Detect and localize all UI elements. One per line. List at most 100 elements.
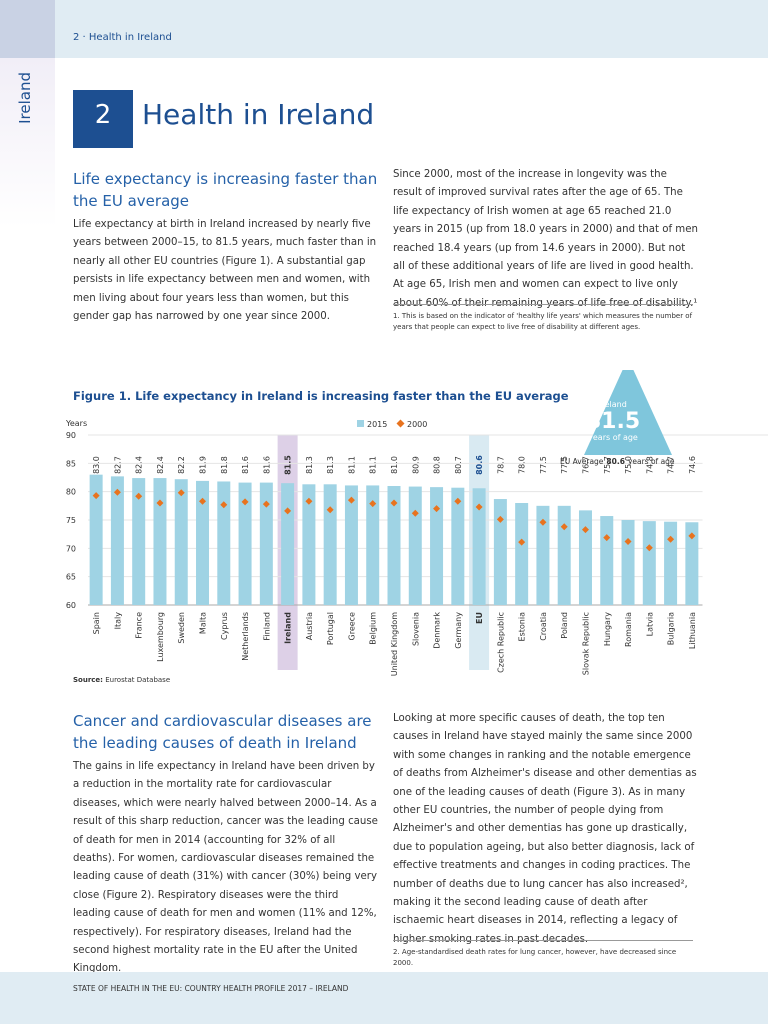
x-tick-label: France <box>135 612 144 639</box>
header-band <box>0 0 768 58</box>
bar <box>536 505 550 605</box>
x-tick-label: Portugal <box>326 612 335 645</box>
x-tick-label: Malta <box>199 612 208 634</box>
x-tick-label: Netherlands <box>241 612 250 661</box>
x-tick-label: Austria <box>305 612 314 640</box>
x-tick-label: Germany <box>454 612 463 649</box>
eu-average-unit: years of age <box>628 457 675 466</box>
chart: Figure 1. Life expectancy in Ireland is … <box>65 370 768 676</box>
bar <box>664 521 678 605</box>
value-label: 74.8 <box>645 456 654 474</box>
x-tick-label: Lithuania <box>688 612 697 649</box>
bar <box>493 499 507 605</box>
x-tick-label: Cyprus <box>220 612 229 640</box>
y-tick-label: 65 <box>66 573 76 582</box>
callout-label: Ireland <box>599 400 627 409</box>
x-tick-label: Slovak Republic <box>581 612 590 675</box>
diamond-marker <box>624 538 632 546</box>
diamond-marker <box>92 492 100 500</box>
value-label: 82.7 <box>113 456 122 474</box>
diamond-marker <box>241 498 249 506</box>
value-label: 78.7 <box>496 456 505 474</box>
diamond-marker <box>177 489 185 497</box>
chapter-title: Health in Ireland <box>142 98 375 131</box>
diamond-marker <box>369 500 377 508</box>
x-tick-label: Poland <box>560 612 569 639</box>
x-tick-label: Bulgaria <box>667 612 676 645</box>
value-label: 82.4 <box>135 456 144 474</box>
value-label: 77.5 <box>560 456 569 474</box>
footnote: 1. This is based on the indicator of 'he… <box>393 312 693 331</box>
header-section: 2 · Health in Ireland <box>73 32 172 43</box>
paragraph: Looking at more specific causes of death… <box>393 713 697 945</box>
bar <box>621 520 635 605</box>
diamond-marker <box>688 532 696 540</box>
bar <box>110 476 124 605</box>
diamond-marker <box>199 497 207 505</box>
callout-value: 81.5 <box>586 409 640 434</box>
corner-block <box>0 0 55 58</box>
bar <box>196 480 210 605</box>
diamond-marker <box>475 503 483 511</box>
value-label: 75.7 <box>603 456 612 474</box>
source-label: Source: <box>73 676 103 684</box>
value-label: 81.0 <box>390 456 399 474</box>
y-tick-label: 85 <box>66 459 76 468</box>
x-tick-label: Latvia <box>645 612 654 636</box>
side-band <box>0 58 55 228</box>
section-heading: Life expectancy is increasing faster tha… <box>73 170 378 210</box>
diamond-marker <box>411 509 419 517</box>
bar <box>217 481 231 605</box>
x-tick-label: Slovenia <box>411 612 420 646</box>
bar <box>600 516 614 605</box>
value-label: 81.8 <box>220 456 229 474</box>
value-label: 81.1 <box>369 456 378 474</box>
paragraph: The gains in life expectancy in Ireland … <box>73 761 378 975</box>
value-label: 80.8 <box>433 456 442 474</box>
y-tick-label: 75 <box>66 516 76 525</box>
diamond-marker <box>326 506 334 514</box>
value-label: 80.6 <box>475 455 484 475</box>
bar <box>153 478 167 605</box>
eu-average-value: 80.6 <box>606 457 625 466</box>
bar <box>515 503 529 605</box>
y-tick-label: 80 <box>66 488 76 497</box>
legend: 2015 2000 <box>357 419 427 429</box>
eu-average-label: EU Average <box>560 457 604 466</box>
value-label: 74.6 <box>688 456 697 474</box>
value-label: 81.1 <box>347 456 356 474</box>
chapter-number: 2 <box>94 100 112 130</box>
bar <box>451 487 465 605</box>
bar <box>685 522 699 605</box>
value-label: 83.0 <box>92 456 101 474</box>
legend-label: 2000 <box>407 420 427 429</box>
x-tick-label: Ireland <box>284 612 293 644</box>
bar <box>430 487 444 605</box>
x-tick-label: Luxembourg <box>156 612 165 662</box>
footnote-rule <box>393 940 693 941</box>
callout-unit: years of age <box>588 433 638 442</box>
legend-swatch <box>396 419 405 428</box>
paragraph: Life expectancy at birth in Ireland incr… <box>73 219 377 323</box>
diamond-marker <box>220 501 228 509</box>
footer-text: STATE OF HEALTH IN THE EU: COUNTRY HEALT… <box>73 984 349 993</box>
bar <box>344 485 358 605</box>
bar <box>387 486 401 605</box>
diamond-marker <box>156 499 164 507</box>
x-tick-label: Romania <box>624 612 633 647</box>
diamond-marker <box>347 496 355 504</box>
diamond-marker <box>645 544 653 552</box>
bar <box>238 482 252 605</box>
x-tick-label: Estonia <box>518 612 527 642</box>
diamond-marker <box>667 535 675 543</box>
diamond-marker <box>284 507 292 515</box>
bar <box>578 510 592 605</box>
diamond-marker <box>135 492 143 500</box>
legend-label: 2015 <box>367 420 387 429</box>
value-label: 81.5 <box>284 455 293 475</box>
x-tick-label: Belgium <box>369 612 378 645</box>
x-tick-label: Spain <box>92 612 101 634</box>
bar <box>132 478 146 605</box>
eu-average-note: EU Average 80.6 years of age <box>560 457 675 466</box>
diamond-marker <box>539 518 547 526</box>
